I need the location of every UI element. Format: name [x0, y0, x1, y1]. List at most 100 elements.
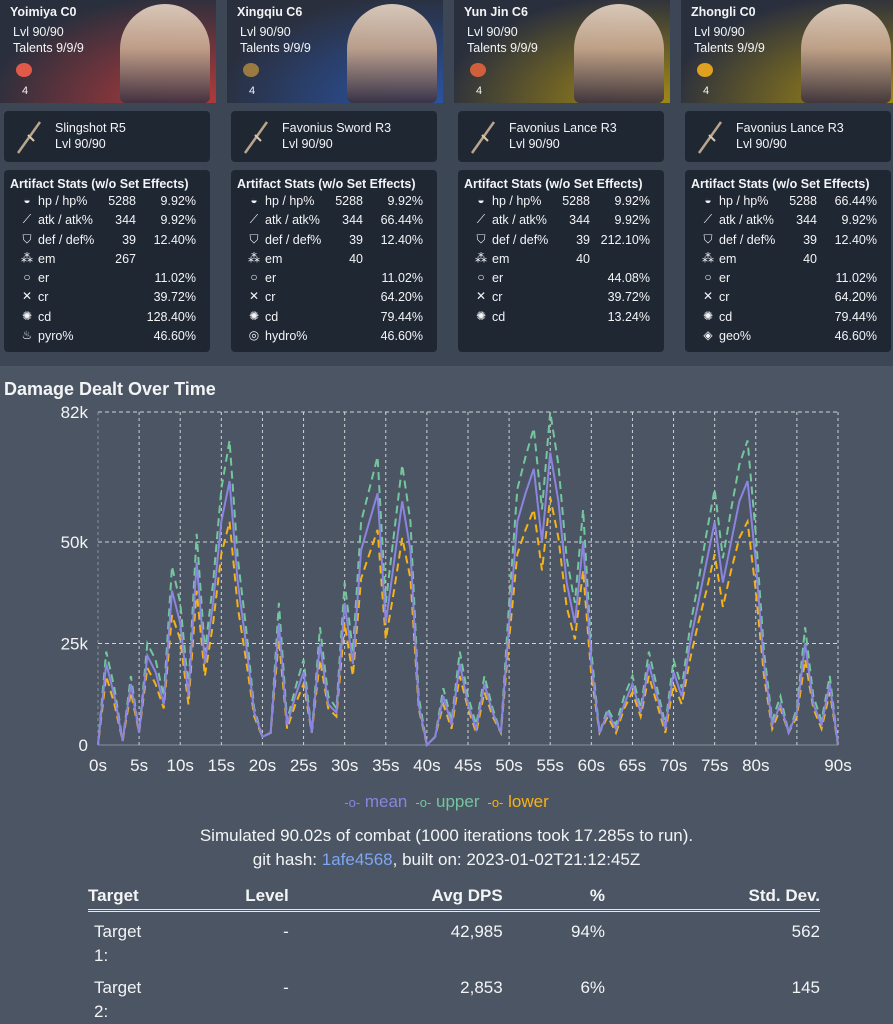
em-icon: ⁂: [21, 250, 33, 265]
stat-label: em: [492, 251, 510, 266]
artifact-stats: Artifact Stats (w/o Set Effects) ◒ hp / …: [685, 170, 891, 352]
target-dps-table: Target Level Avg DPS % Std. Dev. Target …: [88, 884, 820, 1024]
artifact-stats: Artifact Stats (w/o Set Effects) ◒ hp / …: [458, 170, 664, 352]
atk-icon: ⟋: [703, 212, 713, 227]
def-icon: ⛉: [703, 231, 713, 246]
cell-percent: 6%: [580, 977, 606, 997]
x-tick-label: 0s: [89, 756, 107, 775]
character-cards: Yoimiya C0 Lvl 90/90 Talents 9/9/9 4 Sli…: [0, 0, 893, 366]
character-talents: Talents 9/9/9: [13, 41, 84, 55]
col-percent: %: [502, 884, 606, 912]
stat-row-cr: ✕ cr 64.20%: [237, 288, 437, 307]
stat-row-pyro: ♨ pyro% 46.60%: [10, 327, 210, 346]
stat-flat: 39: [349, 232, 363, 247]
artifact-stats-title: Artifact Stats (w/o Set Effects): [464, 177, 643, 191]
stat-percent: 9.92%: [614, 213, 650, 228]
stat-label: er: [38, 271, 50, 286]
stat-flat: 39: [576, 232, 590, 247]
stat-label: em: [719, 251, 737, 266]
weapon-icon: [470, 121, 496, 154]
hash-label: git hash:: [252, 850, 322, 869]
stat-row-er: ○ er 11.02%: [10, 269, 210, 288]
stat-label: er: [492, 271, 504, 286]
weapon-box: Favonius Lance R3 Lvl 90/90: [458, 111, 664, 162]
stat-row-def: ⛉ def / def% 39 12.40%: [237, 231, 437, 250]
legend-item-upper[interactable]: -o- upper: [415, 792, 479, 811]
x-tick-label: 20s: [249, 756, 276, 775]
legend-item-lower[interactable]: -o- lower: [488, 792, 549, 811]
stat-row-geo: ◈ geo% 46.60%: [691, 327, 891, 346]
weapon-icon: [16, 121, 42, 154]
x-tick-label: 55s: [537, 756, 564, 775]
stat-label: atk / atk%: [719, 213, 774, 228]
x-tick-label: 60s: [578, 756, 605, 775]
character-header: Xingqiu C6 Lvl 90/90 Talents 9/9/9 4: [227, 0, 443, 103]
stat-row-atk: ⟋ atk / atk% 344 66.44%: [237, 211, 437, 230]
stat-percent: 66.44%: [380, 213, 423, 228]
stat-flat: 40: [576, 251, 590, 266]
y-tick-label: 25k: [61, 634, 89, 653]
artifact-set-count: 4: [476, 85, 483, 97]
stat-percent: 9.92%: [614, 194, 650, 208]
stat-row-atk: ⟋ atk / atk% 344 9.92%: [464, 211, 664, 230]
stat-percent: 12.40%: [380, 232, 423, 247]
stat-flat: 344: [569, 213, 590, 228]
stat-flat: 40: [349, 251, 363, 266]
legend-marker-icon: -o-: [487, 795, 504, 810]
character-portrait: [574, 4, 664, 103]
atk-icon: ⟋: [22, 212, 32, 227]
stat-label: er: [265, 271, 277, 286]
character-talents: Talents 9/9/9: [694, 41, 765, 55]
stat-row-def: ⛉ def / def% 39 212.10%: [464, 231, 664, 250]
x-tick-label: 90s: [824, 756, 851, 775]
stat-flat: 267: [115, 251, 136, 266]
character-name: Xingqiu C6: [237, 5, 303, 19]
stat-row-hp: ◒ hp / hp% 5288 9.92%: [237, 192, 437, 211]
table-row: Target 2: - 2,853 6% 145: [88, 968, 820, 1024]
stat-percent: 11.02%: [835, 271, 877, 286]
x-tick-label: 35s: [372, 756, 399, 775]
stat-row-atk: ⟋ atk / atk% 344 9.92%: [10, 211, 210, 230]
y-tick-label: 82k: [61, 403, 89, 422]
git-hash-link[interactable]: 1afe4568: [321, 850, 393, 869]
stat-percent: 9.92%: [160, 213, 196, 228]
legend-item-mean[interactable]: -o- mean: [344, 792, 407, 811]
stat-label: cr: [719, 290, 730, 305]
weapon-level: Lvl 90/90: [282, 137, 333, 151]
col-target: Target: [88, 884, 158, 912]
stat-label: def / def%: [719, 232, 776, 247]
stat-label: hydro%: [265, 329, 308, 344]
character-name: Yoimiya C0: [10, 5, 77, 19]
def-icon: ⛉: [249, 231, 259, 246]
artifact-set-count: 4: [22, 85, 29, 97]
stat-flat: 344: [342, 213, 363, 228]
stat-percent: 9.92%: [387, 194, 423, 208]
cell-std-dev: 145: [791, 977, 820, 997]
cr-icon: ✕: [248, 289, 260, 304]
stat-percent: 11.02%: [154, 271, 196, 286]
er-icon: ○: [477, 270, 485, 285]
weapon-icon: [697, 121, 723, 154]
em-icon: ⁂: [702, 250, 714, 265]
hp-icon: ◒: [704, 193, 712, 207]
cell-level: -: [283, 921, 289, 941]
stat-percent: 64.20%: [380, 290, 423, 305]
weapon-name: Favonius Sword R3: [282, 121, 392, 135]
x-tick-label: 5s: [130, 756, 148, 775]
cd-icon: ✺: [702, 308, 714, 323]
hp-icon: ◒: [250, 193, 258, 207]
character-level: Lvl 90/90: [13, 25, 64, 39]
atk-icon: ⟋: [476, 212, 486, 227]
stat-label: cd: [38, 309, 52, 324]
stat-percent: 13.24%: [607, 309, 650, 324]
atk-icon: ⟋: [249, 212, 259, 227]
x-tick-label: 10s: [167, 756, 194, 775]
stat-flat: 39: [803, 232, 817, 247]
character-level: Lvl 90/90: [467, 25, 518, 39]
cr-icon: ✕: [702, 289, 714, 304]
cell-target: Target 2:: [94, 977, 142, 1021]
col-std-dev: Std. Dev.: [605, 884, 820, 912]
table-header: Target Level Avg DPS % Std. Dev.: [88, 884, 820, 912]
stat-percent: 66.44%: [834, 194, 877, 208]
legend-label: lower: [508, 792, 549, 811]
